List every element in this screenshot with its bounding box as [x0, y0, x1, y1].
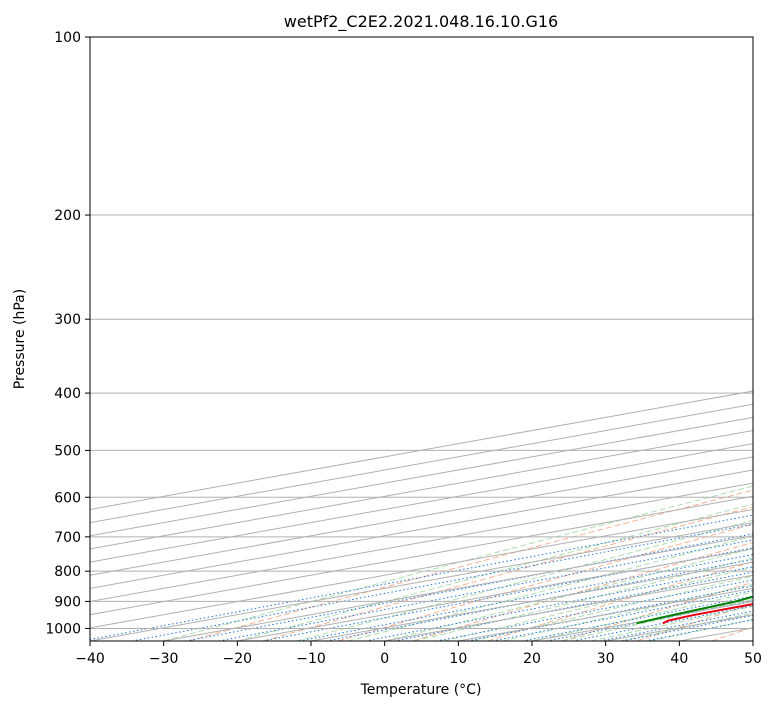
y-axis-label: Pressure (hPa) — [12, 289, 28, 389]
moist-adiabat-line — [413, 557, 753, 641]
x-tick-label: −40 — [75, 651, 105, 667]
isotherm-gridline — [90, 430, 753, 550]
isotherm-gridline — [90, 522, 753, 641]
dry-adiabat-line — [188, 489, 753, 641]
isotherm-gridline — [90, 469, 753, 589]
grid-lines — [90, 37, 753, 641]
y-tick-label: 300 — [54, 312, 81, 328]
y-tick-label: 100 — [54, 30, 81, 46]
mixing-ratio-line — [299, 554, 753, 641]
moist-adiabat-line — [502, 583, 753, 641]
y-tick-label: 700 — [54, 530, 81, 546]
mixing-ratio-line — [365, 566, 753, 641]
y-tick-label: 800 — [54, 564, 81, 580]
x-tick-label: 0 — [380, 651, 389, 667]
isotherm-gridline — [163, 535, 753, 641]
y-tick-label: 1000 — [45, 621, 81, 637]
x-tick-label: 50 — [744, 651, 762, 667]
y-tick-label: 900 — [54, 594, 81, 610]
isotherm-gridline — [90, 456, 753, 576]
x-axis-label: Temperature (°C) — [360, 682, 482, 698]
dry-adiabat-line — [487, 561, 753, 641]
moist-adiabat-line — [531, 591, 753, 641]
isotherm-gridline — [90, 482, 753, 603]
moist-adiabat-line — [347, 535, 753, 641]
x-tick-label: −30 — [149, 651, 179, 667]
dry-adiabat-line — [263, 506, 753, 641]
x-tick-label: 40 — [670, 651, 688, 667]
x-tick-label: 10 — [449, 651, 467, 667]
moist-adiabat-line — [163, 485, 753, 641]
isotherm-gridline — [90, 443, 753, 563]
x-tick-label: −10 — [296, 651, 326, 667]
mixing-ratio-line — [326, 558, 753, 641]
y-tick-label: 500 — [54, 443, 81, 459]
chart-title: wetPf2_C2E2.2021.048.16.10.G16 — [284, 12, 558, 32]
y-tick-label: 400 — [54, 386, 81, 402]
plot-frame — [89, 36, 754, 642]
y-tick-label: 200 — [54, 208, 81, 224]
axis-ticks: −40 −30 −20 −10 0 10 20 30 40 50 100 200 300 400 500 60… — [45, 30, 762, 667]
x-tick-label: 20 — [523, 651, 541, 667]
isotherm-gridline — [90, 495, 753, 616]
x-tick-label: 30 — [597, 651, 615, 667]
x-tick-label: −20 — [223, 651, 253, 667]
isotherm-gridline — [90, 508, 753, 629]
y-tick-label: 600 — [54, 490, 81, 506]
